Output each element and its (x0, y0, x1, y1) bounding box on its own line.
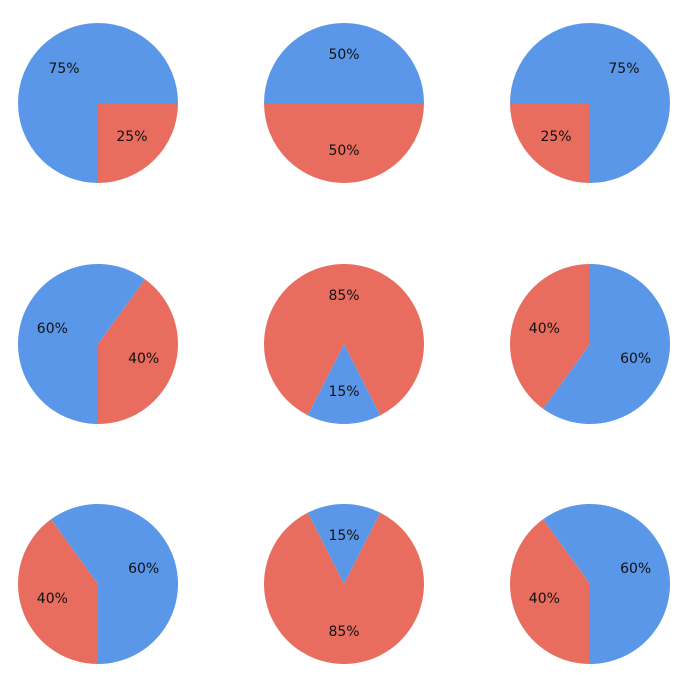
pie-slice (510, 103, 590, 183)
pie-chart-3: 75% 25% (510, 23, 670, 183)
pie-slice (510, 519, 590, 664)
pie-slice (98, 279, 178, 424)
pie-slice (264, 512, 425, 665)
slice-label: 40% (128, 351, 159, 367)
pie-slice (510, 264, 590, 409)
slice-label: 40% (529, 321, 560, 337)
pie-chart-5: 15% 85% (264, 263, 424, 424)
pie-chart-1: 75% 25% (18, 23, 178, 183)
slice-label: 75% (48, 61, 79, 77)
slice-label: 25% (540, 129, 571, 145)
pie-chart-9: 60% 40% (510, 503, 671, 664)
pie-slice (18, 519, 98, 664)
pie-slice (307, 344, 381, 424)
slice-label: 75% (608, 61, 639, 77)
slice-label: 85% (328, 624, 359, 640)
pie-slice (17, 264, 146, 424)
pie-slice (542, 264, 671, 424)
pie-chart-6: 60% 40% (510, 264, 671, 424)
pie-slice (307, 504, 381, 584)
slice-label: 60% (620, 351, 651, 367)
pie-chart-8: 15% 85% (264, 504, 425, 665)
pie-slice (264, 263, 424, 416)
pie-chart-2: 50% 50% (264, 23, 424, 183)
slice-label: 25% (116, 129, 147, 145)
pie-slice (50, 504, 179, 664)
pie-chart-7: 40% 60% (18, 504, 179, 664)
slice-label: 40% (529, 591, 560, 607)
pie-chart-4: 40% 60% (17, 264, 178, 424)
pie-slice (264, 23, 424, 103)
slice-label: 60% (128, 561, 159, 577)
pie-slice (98, 103, 178, 183)
slice-label: 15% (328, 384, 359, 400)
slice-label: 50% (328, 47, 359, 63)
slice-label: 40% (37, 591, 68, 607)
slice-label: 15% (328, 528, 359, 544)
slice-label: 85% (328, 288, 359, 304)
slice-label: 50% (328, 143, 359, 159)
slice-label: 60% (620, 561, 651, 577)
slice-label: 60% (37, 321, 68, 337)
pie-slice (542, 503, 671, 664)
pie-slice (264, 103, 424, 183)
